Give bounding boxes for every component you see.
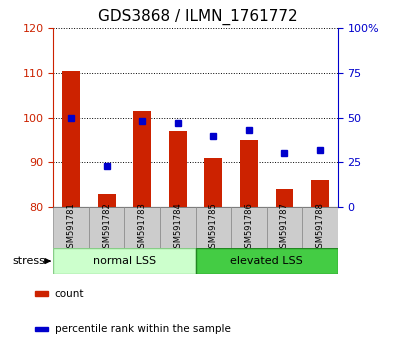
Bar bbox=[196, 248, 338, 274]
Bar bbox=[53, 248, 196, 274]
Bar bbox=[240, 140, 258, 207]
Bar bbox=[196, 207, 231, 248]
Bar bbox=[160, 207, 196, 248]
Bar bbox=[311, 180, 329, 207]
Bar bbox=[35, 291, 47, 296]
Bar bbox=[53, 207, 89, 248]
Bar bbox=[89, 207, 124, 248]
Bar bbox=[169, 131, 186, 207]
Text: elevated LSS: elevated LSS bbox=[230, 256, 303, 266]
Bar bbox=[35, 326, 47, 331]
Bar bbox=[134, 111, 151, 207]
Text: GSM591786: GSM591786 bbox=[245, 202, 253, 253]
Text: GSM591784: GSM591784 bbox=[173, 202, 182, 253]
Bar bbox=[205, 158, 222, 207]
Bar bbox=[98, 194, 115, 207]
Text: GSM591782: GSM591782 bbox=[102, 202, 111, 253]
Bar bbox=[276, 189, 293, 207]
Bar bbox=[302, 207, 338, 248]
Bar bbox=[62, 71, 80, 207]
Text: percentile rank within the sample: percentile rank within the sample bbox=[55, 324, 230, 334]
Text: GSM591783: GSM591783 bbox=[138, 202, 147, 253]
Text: GSM591788: GSM591788 bbox=[316, 202, 324, 253]
Text: normal LSS: normal LSS bbox=[93, 256, 156, 266]
Text: count: count bbox=[55, 289, 84, 299]
Bar bbox=[231, 207, 267, 248]
Text: GDS3868 / ILMN_1761772: GDS3868 / ILMN_1761772 bbox=[98, 9, 297, 25]
Text: GSM591781: GSM591781 bbox=[67, 202, 75, 253]
Bar bbox=[267, 207, 302, 248]
Text: stress: stress bbox=[13, 256, 45, 266]
Text: GSM591785: GSM591785 bbox=[209, 202, 218, 253]
Text: GSM591787: GSM591787 bbox=[280, 202, 289, 253]
Bar bbox=[124, 207, 160, 248]
